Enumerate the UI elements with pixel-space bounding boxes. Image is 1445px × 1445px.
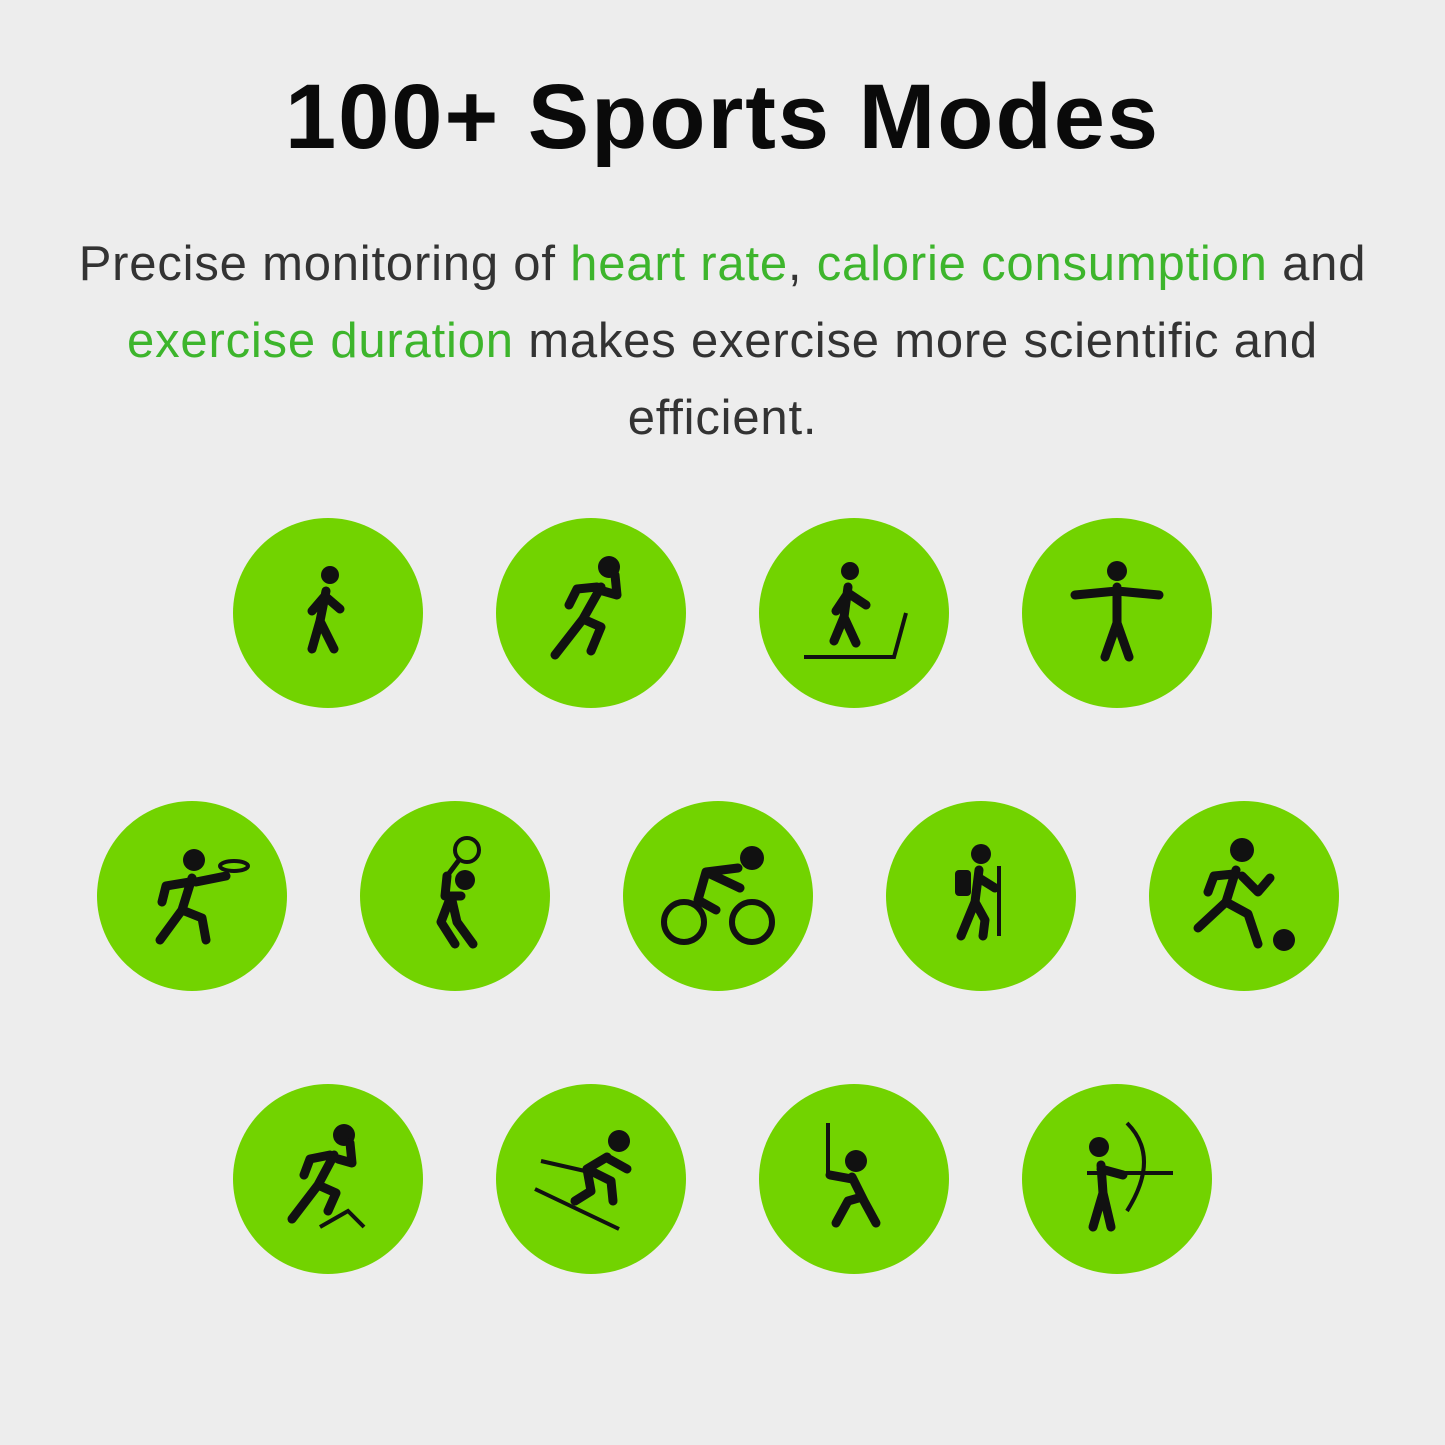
skiing-icon xyxy=(534,1130,632,1231)
sport-mode-circle xyxy=(496,518,686,708)
archery-icon xyxy=(1087,1121,1173,1232)
sport-mode-circle xyxy=(496,1084,686,1274)
fencing-icon xyxy=(825,1123,881,1228)
sport-mode-circle xyxy=(97,801,287,991)
sport-mode-circle xyxy=(759,518,949,708)
soccer-icon xyxy=(1193,838,1295,951)
sport-mode-circle xyxy=(233,518,423,708)
sport-mode-circle xyxy=(1022,1084,1212,1274)
sport-mode-circle xyxy=(1149,801,1339,991)
sport-mode-circle xyxy=(233,1084,423,1274)
tennis-icon xyxy=(436,836,481,949)
sport-mode-circle xyxy=(886,801,1076,991)
hurdles-icon xyxy=(287,1124,366,1229)
sport-mode-circle xyxy=(623,801,813,991)
sport-mode-circle xyxy=(1022,518,1212,708)
sport-mode-circle xyxy=(759,1084,949,1274)
hiking-icon xyxy=(955,844,1001,941)
description-text: , xyxy=(787,237,817,291)
yoga-icon xyxy=(1070,561,1164,662)
description-text: makes exercise more scientific and effic… xyxy=(513,314,1318,445)
highlight-duration: exercise duration xyxy=(127,314,514,368)
cycling-icon xyxy=(661,846,775,945)
description: Precise monitoring of heart rate, calori… xyxy=(40,226,1405,457)
running-icon xyxy=(550,556,622,660)
highlight-calorie: calorie consumption xyxy=(816,237,1268,291)
frisbee-icon xyxy=(155,849,250,945)
walking-icon xyxy=(307,566,345,654)
description-text: and xyxy=(1267,237,1367,291)
highlight-heart-rate: heart rate xyxy=(570,237,788,291)
description-text: Precise monitoring of xyxy=(78,237,571,291)
sport-mode-circle xyxy=(360,801,550,991)
cross-country-skiing-icon xyxy=(804,562,908,659)
page-title: 100+ Sports Modes xyxy=(284,66,1161,168)
